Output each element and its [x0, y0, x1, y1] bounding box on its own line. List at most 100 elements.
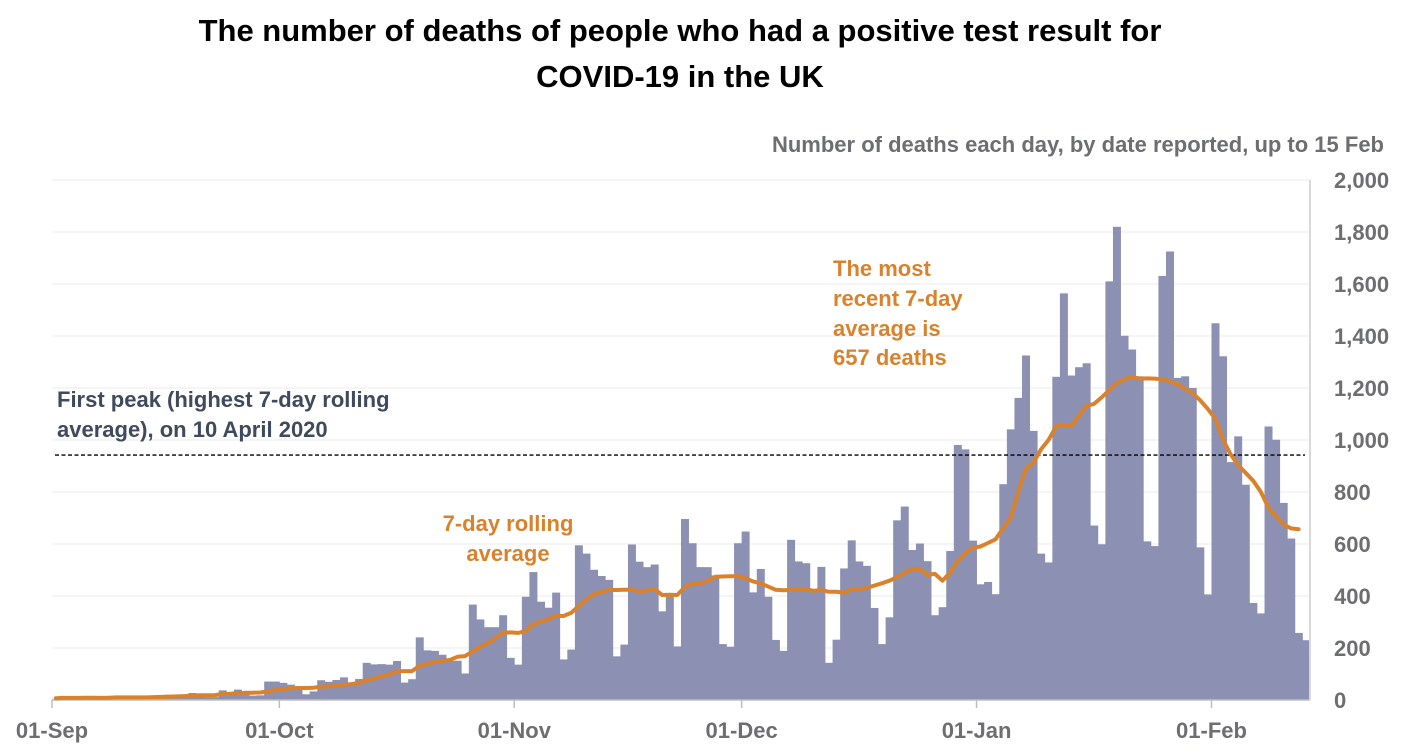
bar: [1022, 355, 1030, 700]
bar: [1279, 502, 1288, 700]
bar: [461, 673, 470, 700]
bar: [1226, 462, 1235, 700]
bar: [1082, 363, 1091, 700]
bar: [499, 615, 508, 700]
bar: [824, 662, 833, 700]
bar: [1234, 436, 1243, 700]
x-tick-label: 01-Nov: [478, 718, 552, 743]
bar: [1166, 251, 1174, 700]
bar: [393, 661, 401, 700]
bar: [279, 682, 288, 700]
x-tick-label: 01-Dec: [706, 718, 778, 743]
x-tick-label: 01-Oct: [245, 718, 314, 743]
bar: [1173, 377, 1182, 700]
bar: [1143, 541, 1152, 700]
bar: [764, 596, 773, 700]
bar: [1256, 613, 1265, 700]
bar: [1029, 430, 1038, 700]
bar: [665, 596, 674, 700]
bar: [931, 615, 940, 700]
bar: [309, 691, 318, 700]
bar: [347, 683, 356, 700]
bar: [1249, 603, 1258, 700]
bar: [582, 553, 591, 700]
x-axis-tick-labels: 01-Sep 01-Oct 01-Nov 01-Dec 01-Jan 01-Feb: [16, 718, 1247, 743]
bar: [355, 678, 364, 700]
bar: [711, 575, 720, 700]
rolling-average-label-line-2: average: [466, 541, 549, 566]
recent-average-annotation-line-2: recent 7-day: [833, 286, 963, 311]
bar: [438, 654, 447, 700]
daily-deaths-bars: [52, 226, 1311, 701]
bar: [415, 637, 424, 700]
bar: [620, 644, 629, 700]
bar: [832, 639, 841, 700]
bar: [1211, 323, 1220, 700]
x-tick-label: 01-Sep: [16, 718, 88, 743]
bar: [1075, 367, 1084, 700]
bar: [317, 680, 326, 700]
y-tick-label: 1,600: [1334, 272, 1389, 297]
bar: [703, 567, 712, 700]
bar: [529, 572, 538, 700]
rolling-average-label-line-1: 7-day rolling: [443, 511, 574, 536]
y-tick-label: 200: [1334, 636, 1371, 661]
bar: [476, 619, 485, 700]
bar: [423, 650, 432, 700]
bar: [650, 564, 659, 700]
bar: [1052, 376, 1061, 700]
y-tick-label: 0: [1334, 688, 1346, 713]
bar: [241, 691, 250, 700]
bar: [779, 650, 788, 700]
bar: [574, 545, 583, 700]
bar: [991, 594, 1000, 700]
bar: [658, 611, 667, 700]
bar: [681, 519, 689, 700]
rolling-average-line: [53, 375, 1301, 701]
bar: [567, 649, 576, 700]
bar: [158, 698, 167, 700]
y-tick-label: 1,200: [1334, 376, 1389, 401]
bar: [946, 551, 955, 700]
bar: [537, 601, 545, 700]
bar: [605, 579, 614, 700]
bar: [211, 697, 220, 700]
bar: [446, 661, 455, 700]
y-tick-label: 1,000: [1334, 428, 1389, 453]
x-tick-label: 01-Feb: [1176, 718, 1247, 743]
bar: [597, 575, 606, 700]
bar: [514, 664, 523, 700]
bar: [718, 644, 727, 700]
recent-average-annotation-line-1: The most: [833, 256, 931, 281]
bar: [915, 543, 924, 700]
bar: [961, 449, 970, 700]
bar: [249, 695, 258, 700]
bar: [726, 646, 735, 700]
bar: [256, 695, 265, 700]
bar: [1241, 484, 1250, 700]
bar: [226, 694, 235, 700]
bar: [756, 568, 765, 700]
y-tick-label: 400: [1334, 584, 1371, 609]
bar: [1044, 562, 1053, 700]
bar: [544, 607, 553, 700]
bar: [1203, 594, 1212, 700]
bar: [1014, 397, 1023, 700]
bar: [794, 561, 803, 700]
y-tick-label: 1,800: [1334, 220, 1389, 245]
bar: [741, 531, 750, 700]
bar: [908, 549, 917, 700]
bar: [559, 659, 568, 700]
bar: [612, 656, 621, 700]
bar: [1196, 547, 1205, 700]
chart-title-line-2: COVID-19 in the UK: [536, 59, 824, 94]
bar: [1006, 429, 1015, 700]
bar: [870, 607, 879, 700]
bar: [377, 664, 386, 700]
bar: [1302, 640, 1311, 700]
bar: [1264, 426, 1273, 700]
bar: [483, 627, 492, 700]
bar: [847, 540, 856, 700]
bar: [627, 544, 636, 700]
